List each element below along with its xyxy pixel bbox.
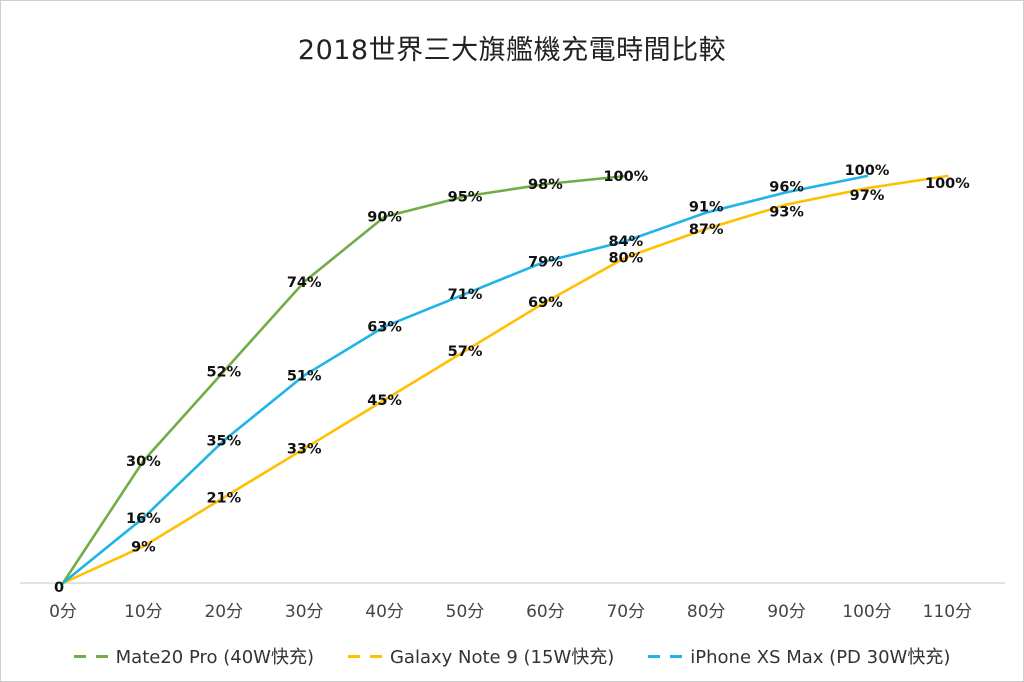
origin-label: 0	[54, 580, 64, 596]
data-label: 95%	[448, 189, 483, 205]
x-tick-label: 100分	[842, 602, 891, 622]
x-tick-label: 90分	[767, 602, 806, 622]
x-tick-label: 60分	[526, 602, 565, 622]
data-label: 90%	[367, 210, 402, 226]
data-label: 16%	[126, 511, 161, 527]
legend-item-note9: Galaxy Note 9 (15W快充)	[347, 643, 615, 669]
x-tick-label: 110分	[923, 602, 972, 622]
legend-swatch-mate20	[73, 654, 110, 658]
x-tick-label: 40分	[365, 602, 404, 622]
x-tick-label: 0分	[49, 602, 77, 622]
data-label: 97%	[850, 188, 885, 204]
data-label: 100%	[925, 176, 970, 192]
legend-label-iphone: iPhone XS Max (PD 30W快充)	[690, 647, 951, 668]
data-label: 33%	[287, 442, 322, 458]
legend-item-mate20: Mate20 Pro (40W快充)	[73, 643, 314, 669]
data-label: 71%	[448, 287, 483, 303]
legend-label-note9: Galaxy Note 9 (15W快充)	[389, 647, 615, 668]
legend-swatch-note9	[347, 654, 384, 658]
data-label: 96%	[769, 179, 804, 195]
data-label: 93%	[769, 204, 804, 220]
legend-swatch-iphone	[648, 654, 685, 658]
data-label: 35%	[206, 434, 241, 450]
data-label: 98%	[528, 177, 563, 193]
data-label: 21%	[206, 491, 241, 507]
data-label: 52%	[206, 364, 241, 380]
data-label: 51%	[287, 368, 322, 384]
x-tick-label: 50分	[446, 602, 485, 622]
data-label: 63%	[367, 320, 402, 336]
chart-legend: Mate20 Pro (40W快充) Galaxy Note 9 (15W快充)…	[0, 643, 1024, 669]
chart-title: 2018世界三大旗艦機充電時間比較	[297, 35, 727, 66]
data-label: 45%	[367, 393, 402, 409]
series-line-2	[61, 174, 869, 585]
legend-label-mate20: Mate20 Pro (40W快充)	[115, 647, 314, 668]
data-label: 87%	[689, 222, 724, 238]
data-label: 30%	[126, 454, 161, 470]
data-label: 84%	[608, 234, 643, 250]
data-label: 79%	[528, 254, 563, 270]
x-tick-label: 10分	[124, 602, 163, 622]
data-label: 9%	[131, 539, 156, 555]
data-label: 100%	[603, 169, 648, 185]
x-tick-label: 30分	[285, 602, 324, 622]
data-label: 91%	[689, 200, 724, 216]
series-line-1	[61, 174, 949, 585]
data-label: 100%	[845, 163, 890, 179]
data-label: 57%	[448, 344, 483, 360]
data-label: 80%	[608, 250, 643, 266]
data-label: 69%	[528, 295, 563, 311]
data-label: 74%	[287, 275, 322, 291]
x-tick-label: 80分	[687, 602, 726, 622]
series-line-0	[61, 174, 628, 585]
legend-item-iphone: iPhone XS Max (PD 30W快充)	[648, 643, 950, 669]
x-tick-label: 20分	[204, 602, 243, 622]
x-tick-label: 70分	[606, 602, 645, 622]
